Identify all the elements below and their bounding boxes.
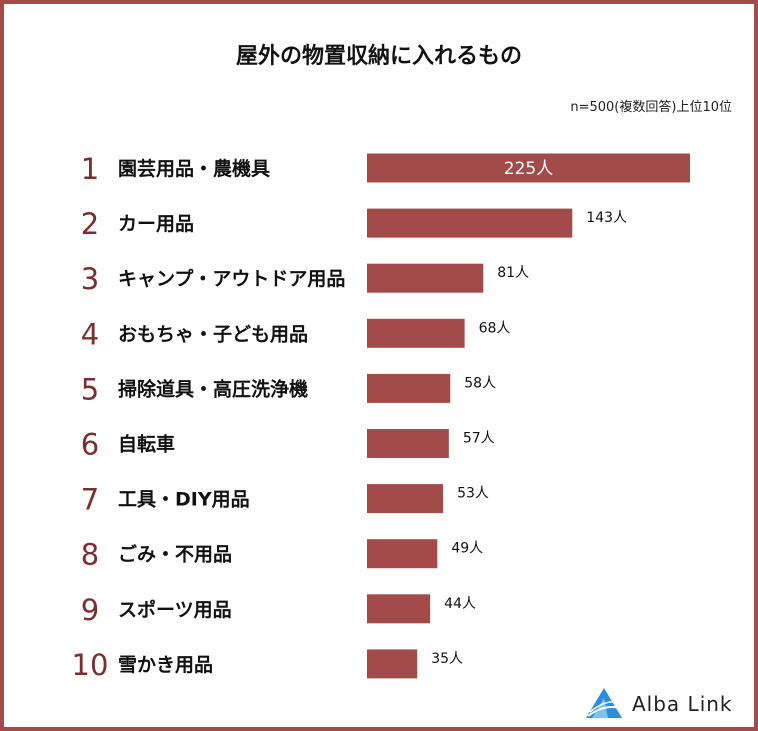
data-label: 53人 xyxy=(457,486,489,502)
bar xyxy=(367,153,690,183)
chart-title: 屋外の物置収納に入れるもの xyxy=(235,44,522,69)
sample-note: n=500(複数回答)上位10位 xyxy=(570,100,732,115)
rank-number: 2 xyxy=(81,207,99,241)
category-label: カー用品 xyxy=(118,213,194,235)
data-label: 81人 xyxy=(497,265,529,281)
category-label: おもちゃ・子ども用品 xyxy=(118,323,308,345)
category-label: 掃除道具・高圧洗浄機 xyxy=(118,377,308,400)
category-label: 工具・DIY用品 xyxy=(118,489,250,511)
bar xyxy=(367,208,573,238)
rank-number: 5 xyxy=(81,372,99,406)
category-label: 園芸用品・農機具 xyxy=(118,157,270,180)
rank-number: 3 xyxy=(81,262,99,296)
category-label: ごみ・不用品 xyxy=(118,543,232,566)
bar xyxy=(367,594,431,624)
bar xyxy=(367,373,451,403)
data-label: 58人 xyxy=(464,375,496,391)
bar xyxy=(367,318,465,348)
data-label: 57人 xyxy=(463,431,495,447)
brand-logo: Alba Link xyxy=(584,686,744,722)
rank-number: 6 xyxy=(81,428,99,462)
category-label: キャンプ・アウトドア用品 xyxy=(118,267,345,290)
data-label: 225人 xyxy=(504,159,553,179)
bar xyxy=(367,263,484,293)
data-label: 44人 xyxy=(444,596,476,612)
rank-number: 4 xyxy=(81,317,99,351)
data-label: 49人 xyxy=(451,541,483,557)
bar xyxy=(367,429,449,458)
rank-number: 1 xyxy=(81,152,99,186)
rank-number: 8 xyxy=(81,538,99,572)
rank-number: 7 xyxy=(81,483,99,517)
category-label: 雪かき用品 xyxy=(118,654,213,676)
data-label: 68人 xyxy=(479,320,511,336)
category-label: スポーツ用品 xyxy=(118,598,232,621)
category-label: 自転車 xyxy=(118,433,175,456)
bar xyxy=(367,484,444,514)
rank-number: 9 xyxy=(81,593,99,627)
rank-number: 10 xyxy=(72,648,109,682)
bar xyxy=(367,539,438,569)
bar xyxy=(367,649,418,679)
mountain-logo-icon xyxy=(586,688,622,718)
brand-name: Alba Link xyxy=(632,692,733,716)
data-label: 143人 xyxy=(586,210,627,226)
data-label: 35人 xyxy=(431,651,463,667)
